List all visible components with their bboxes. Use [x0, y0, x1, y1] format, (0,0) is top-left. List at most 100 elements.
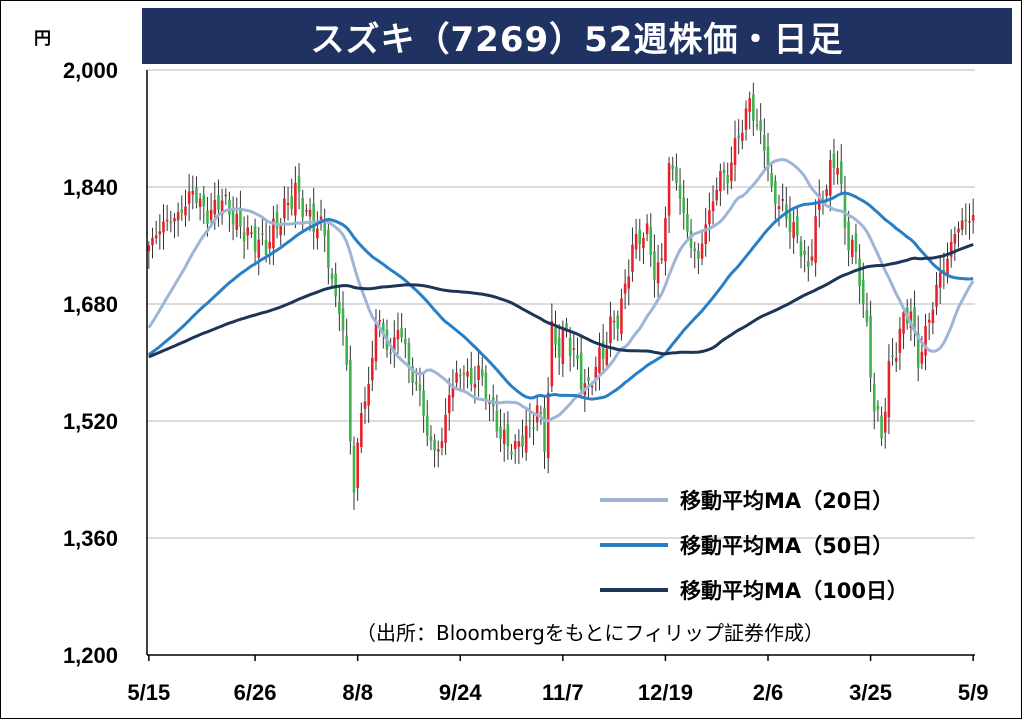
ma-line-20	[147, 157, 975, 423]
candle	[360, 402, 363, 453]
candle	[521, 419, 524, 458]
candle	[741, 119, 744, 150]
candle-body	[147, 245, 151, 252]
candle	[330, 268, 334, 289]
candle-body	[499, 426, 502, 440]
candle	[653, 234, 656, 298]
candle-body	[594, 366, 598, 380]
candle-body	[436, 449, 440, 452]
candle-body	[858, 258, 861, 287]
candle-body	[829, 160, 832, 196]
candle	[393, 320, 396, 368]
candle-body	[180, 209, 184, 213]
candle-body	[363, 401, 367, 409]
candle-body	[502, 429, 506, 445]
candle	[528, 403, 532, 438]
candle-body	[850, 239, 854, 258]
candle-body	[612, 320, 616, 323]
candle-body	[176, 211, 180, 221]
candle	[242, 216, 246, 259]
candle-body	[154, 235, 158, 239]
candle	[631, 227, 634, 282]
chart-title: スズキ（7269）52週株価・日足	[142, 8, 1012, 64]
candle-body	[869, 315, 872, 378]
y-tick-label: 2,000	[63, 58, 118, 83]
candle	[869, 300, 872, 392]
candle	[894, 342, 898, 372]
candle-body	[722, 169, 726, 174]
candle-body	[349, 359, 352, 442]
candle-body	[327, 229, 330, 268]
candle-body	[231, 209, 235, 225]
candle	[341, 291, 345, 346]
candle	[616, 310, 620, 342]
candle	[202, 186, 206, 224]
candle-body	[374, 323, 378, 362]
candle-body	[781, 199, 784, 201]
candle	[499, 408, 502, 452]
candle-body	[415, 382, 418, 385]
candle	[279, 218, 283, 246]
legend-label-ma100: 移動平均MA（100日）	[680, 579, 908, 603]
candle-body	[356, 442, 359, 488]
candle	[587, 367, 590, 398]
candle-body	[799, 241, 803, 257]
candle-body	[524, 425, 528, 453]
candle	[404, 328, 407, 359]
candle	[675, 153, 678, 191]
candle	[506, 411, 510, 460]
candle	[565, 317, 568, 338]
candle	[154, 220, 158, 245]
candle	[876, 400, 880, 422]
candle-body	[275, 212, 279, 229]
candle	[477, 349, 480, 397]
candle	[612, 310, 616, 340]
candle-body	[396, 329, 400, 340]
candle-body	[678, 184, 682, 199]
candle	[502, 413, 506, 462]
candle-body	[931, 309, 935, 324]
candle	[338, 286, 341, 332]
candle-body	[191, 190, 195, 195]
candle	[517, 429, 521, 465]
candle	[671, 156, 675, 181]
candle-body	[561, 329, 565, 364]
candle	[195, 176, 198, 209]
candle	[755, 108, 759, 131]
candle	[349, 345, 352, 455]
candle	[935, 271, 938, 315]
candle-body	[971, 215, 975, 221]
candle	[880, 406, 883, 446]
legend-label-ma20: 移動平均MA（20日）	[680, 489, 893, 513]
candle-body	[389, 352, 392, 354]
candle-body	[264, 239, 268, 256]
candle	[209, 193, 213, 227]
candle-body	[400, 328, 403, 338]
candle-body	[371, 357, 374, 381]
candle-body	[158, 231, 162, 235]
candle-body	[715, 189, 718, 201]
candle	[400, 313, 403, 343]
candle	[283, 186, 286, 236]
x-tick-label: 2/6	[753, 680, 784, 705]
candle	[850, 234, 854, 265]
candle-body	[425, 415, 429, 437]
candle	[964, 203, 968, 235]
candle	[689, 218, 693, 259]
candle-body	[737, 135, 740, 138]
candle-body	[839, 161, 843, 185]
candle	[770, 164, 773, 193]
candle	[436, 440, 440, 468]
candle	[660, 243, 664, 264]
candle-body	[209, 209, 213, 220]
candle	[766, 132, 770, 182]
candle-body	[579, 352, 583, 389]
candle-body	[418, 384, 422, 391]
candle	[532, 414, 535, 446]
candle	[524, 408, 528, 461]
candle-body	[598, 347, 601, 373]
candle-body	[469, 368, 473, 385]
candle-body	[924, 326, 927, 356]
candle	[224, 188, 228, 205]
y-axis-unit: 円	[34, 29, 51, 49]
